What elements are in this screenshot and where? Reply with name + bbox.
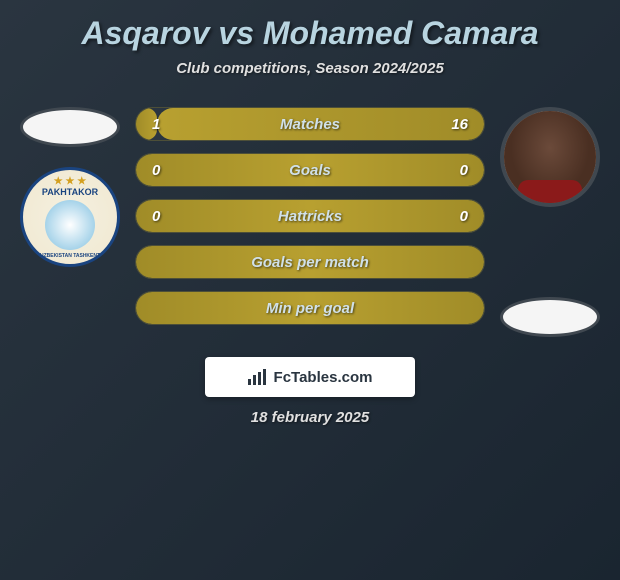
- player-face-icon: [504, 111, 596, 203]
- club-name-bottom: UZBEKISTAN TASHKENT: [40, 253, 100, 259]
- stat-label: Matches: [136, 108, 484, 140]
- comparison-content: ★ ★ ★ PAKHTAKOR UZBEKISTAN TASHKENT Matc…: [10, 107, 610, 337]
- branding-badge: FcTables.com: [205, 357, 415, 397]
- stat-value-right: 16: [451, 108, 468, 140]
- infographic-container: Asqarov vs Mohamed Camara Club competiti…: [0, 0, 620, 561]
- branding-label: FcTables.com: [274, 369, 373, 386]
- left-player-column: ★ ★ ★ PAKHTAKOR UZBEKISTAN TASHKENT: [15, 107, 125, 267]
- stat-value-left: 0: [152, 154, 160, 186]
- stat-label: Goals per match: [136, 246, 484, 278]
- left-player-avatar-placeholder: [20, 107, 120, 147]
- right-club-logo-placeholder: [500, 297, 600, 337]
- stat-row: Goals0 0: [135, 153, 485, 187]
- stat-value-right: 0: [460, 154, 468, 186]
- right-player-column: [495, 107, 605, 337]
- date-text: 18 february 2025: [10, 409, 610, 426]
- stat-label: Hattricks: [136, 200, 484, 232]
- stat-value-right: 0: [460, 200, 468, 232]
- page-subtitle: Club competitions, Season 2024/2025: [10, 60, 610, 77]
- stat-row: Goals per match: [135, 245, 485, 279]
- stat-label: Min per goal: [136, 292, 484, 324]
- club-name-top: PAKHTAKOR: [42, 187, 98, 197]
- club-logo-inner-icon: [45, 200, 95, 250]
- stat-value-left: 0: [152, 200, 160, 232]
- stat-row: Min per goal: [135, 291, 485, 325]
- stats-column: Matches116Goals00Hattricks00Goals per ma…: [135, 107, 485, 325]
- stat-value-left: 1: [152, 108, 160, 140]
- right-player-photo: [500, 107, 600, 207]
- chart-icon: [248, 369, 268, 385]
- stat-row: Matches1 16: [135, 107, 485, 141]
- page-title: Asqarov vs Mohamed Camara: [10, 15, 610, 52]
- stat-label: Goals: [136, 154, 484, 186]
- club-stars-icon: ★ ★ ★: [54, 176, 86, 187]
- left-club-logo: ★ ★ ★ PAKHTAKOR UZBEKISTAN TASHKENT: [20, 167, 120, 267]
- spacer: [10, 426, 610, 546]
- stat-row: Hattricks0 0: [135, 199, 485, 233]
